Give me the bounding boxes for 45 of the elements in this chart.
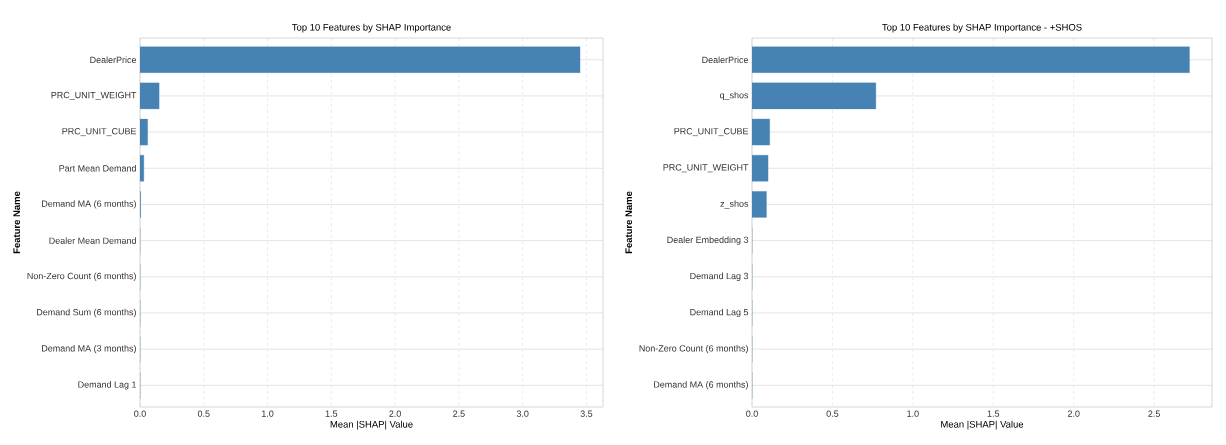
- x-tick-label: 0.0: [746, 410, 758, 417]
- x-tick-label: 0.5: [197, 410, 210, 417]
- x-tick-label: 3.0: [516, 410, 529, 417]
- y-axis-title: Feature Name: [625, 191, 633, 254]
- y-tick-label: PRC_UNIT_CUBE: [674, 128, 749, 137]
- y-tick-label: Demand Lag 1: [78, 381, 137, 390]
- x-tick-label: 0.5: [826, 410, 839, 417]
- bar: [752, 118, 770, 146]
- y-tick-label: Non-Zero Count (6 months): [639, 344, 748, 354]
- x-axis-title: Mean |SHAP| Value: [330, 420, 413, 430]
- x-tick-label: 1.5: [987, 410, 1000, 417]
- x-axis-title: Mean |SHAP| Value: [941, 420, 1024, 430]
- bar: [752, 191, 767, 218]
- x-tick-label: 2.0: [389, 410, 401, 417]
- y-axis-title: Feature Name: [13, 191, 21, 254]
- bar: [752, 82, 877, 110]
- x-tick-label: 2.0: [1067, 410, 1080, 417]
- bar: [752, 155, 769, 182]
- y-tick-label: q_shos: [719, 91, 749, 101]
- x-tick-label: 3.5: [580, 410, 593, 417]
- y-tick-label: z_shos: [720, 200, 749, 209]
- x-tick-label: 1.0: [262, 410, 274, 417]
- y-tick-label: Demand MA (3 months): [42, 344, 136, 354]
- x-tick-label: 2.5: [1148, 410, 1160, 417]
- y-tick-label: DealerPrice: [702, 56, 749, 64]
- y-tick-label: Part Mean Demand: [59, 164, 136, 172]
- y-tick-label: Dealer Mean Demand: [49, 237, 136, 244]
- x-tick-label: 1.5: [325, 410, 338, 417]
- x-tick-label: 2.5: [453, 410, 465, 417]
- x-tick-label: 1.0: [907, 410, 919, 417]
- y-tick-label: Demand Sum (6 months): [37, 308, 136, 318]
- y-tick-label: Dealer Embedding 3: [667, 236, 749, 245]
- chart-title: Top 10 Features by SHAP Importance - +SHOS: [882, 23, 1082, 33]
- y-tick-label: Demand Lag 3: [690, 272, 749, 281]
- y-tick-label: PRC_UNIT_CUBE: [62, 128, 137, 137]
- y-tick-label: Demand Lag 5: [690, 308, 749, 318]
- x-tick-label: 0.0: [134, 410, 146, 417]
- y-tick-label: Demand MA (6 months): [42, 200, 136, 209]
- bar: [752, 46, 1190, 73]
- y-tick-label: Non-Zero Count (6 months): [27, 272, 136, 281]
- y-tick-label: DealerPrice: [90, 56, 137, 64]
- y-tick-label: PRC_UNIT_WEIGHT: [51, 91, 137, 100]
- y-tick-label: PRC_UNIT_WEIGHT: [663, 164, 749, 173]
- y-tick-label: Demand MA (6 months): [654, 381, 748, 390]
- chart-title: Top 10 Features by SHAP Importance: [292, 23, 451, 33]
